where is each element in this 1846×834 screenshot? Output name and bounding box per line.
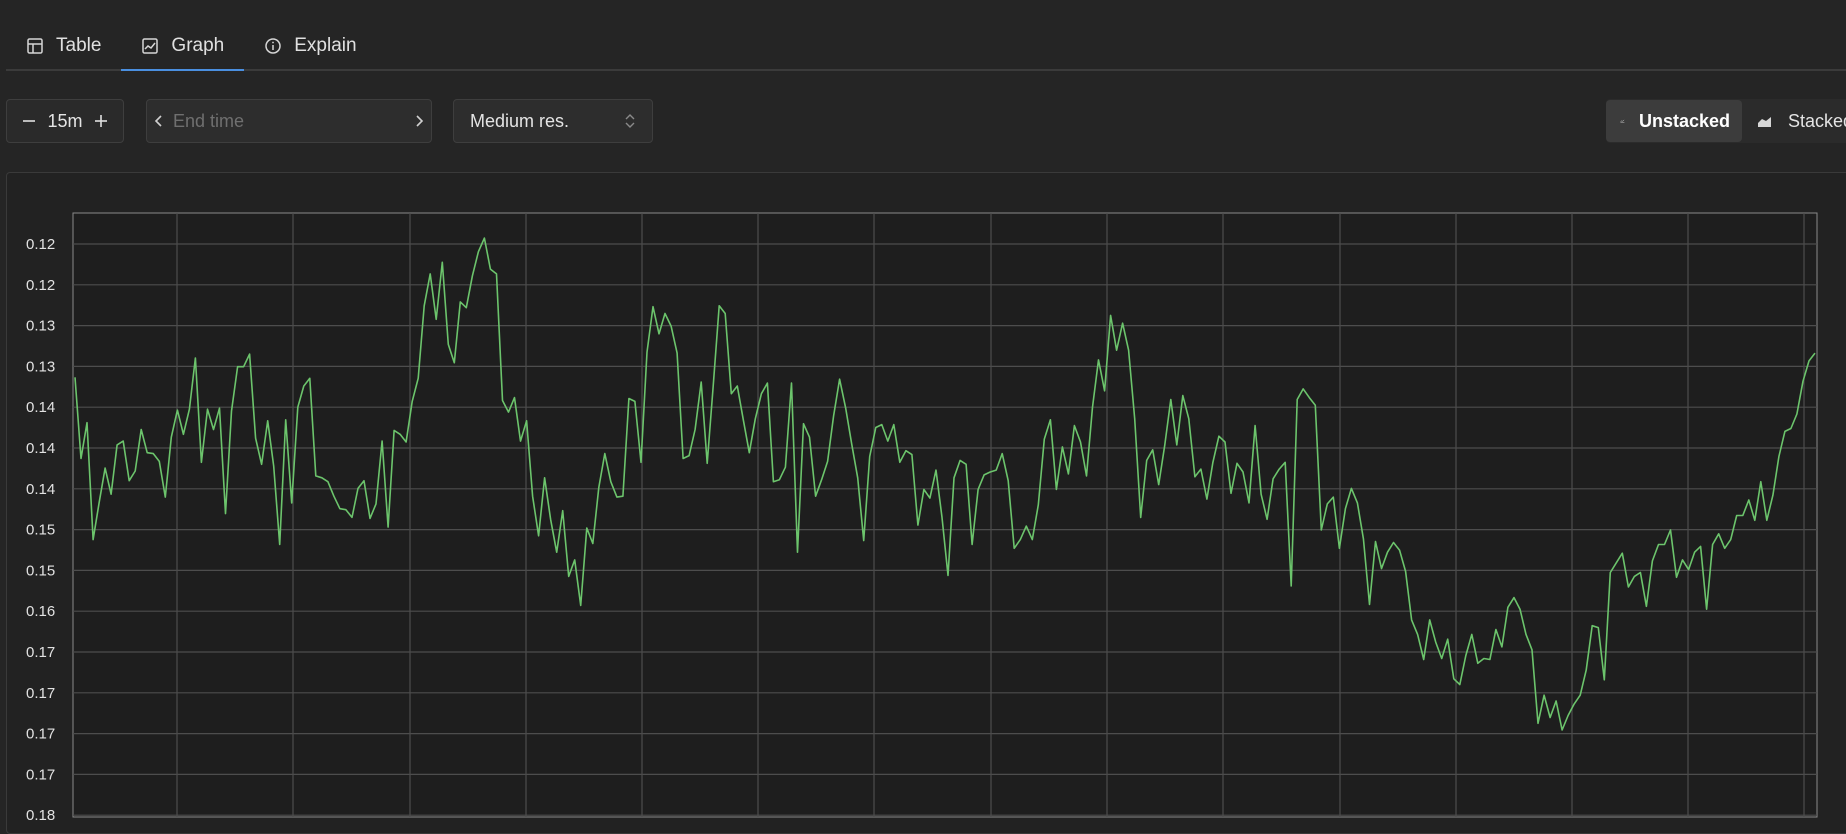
y-tick-label: 0.12 <box>26 236 55 253</box>
y-tick-label: 0.14 <box>26 440 55 457</box>
end-time-input[interactable] <box>171 110 407 132</box>
stacked-label: Stacked <box>1788 110 1846 131</box>
y-tick-label: 0.14 <box>26 481 55 498</box>
tab-explain-label: Explain <box>294 34 357 56</box>
range-increase-button[interactable] <box>91 111 111 131</box>
y-tick-label: 0.15 <box>26 522 55 539</box>
stacked-button[interactable]: Stacked <box>1742 100 1846 142</box>
graph-icon <box>142 37 159 54</box>
tab-graph[interactable]: Graph <box>121 22 245 71</box>
resolution-value: Medium res. <box>470 110 570 131</box>
tab-explain[interactable]: Explain <box>244 22 376 69</box>
y-tick-label: 0.17 <box>26 766 55 783</box>
y-tick-label: 0.13 <box>26 358 55 375</box>
plot-area <box>72 212 1818 818</box>
resolution-select[interactable]: Medium res. <box>453 99 653 143</box>
tab-bar: Table Graph Explain <box>6 22 1846 71</box>
y-tick-label: 0.17 <box>26 685 55 702</box>
y-tick-label: 0.16 <box>26 603 55 620</box>
y-tick-label: 0.18 <box>26 807 55 824</box>
range-value[interactable]: 15m <box>47 110 83 131</box>
end-time-prev-button[interactable] <box>147 99 171 143</box>
tab-table-label: Table <box>56 34 102 56</box>
unstacked-button[interactable]: Unstacked <box>1606 100 1742 142</box>
tab-graph-label: Graph <box>171 34 225 56</box>
area-chart-icon <box>1758 117 1771 127</box>
line-chart[interactable]: 0.12 0.12 0.13 0.13 0.14 0.14 0.14 0.15 0.15 0.16… <box>7 173 1846 833</box>
table-icon <box>27 37 43 54</box>
range-stepper: 15m <box>6 99 124 143</box>
end-time-next-button[interactable] <box>407 99 431 143</box>
info-icon <box>265 37 281 54</box>
minus-icon <box>23 120 35 122</box>
graph-panel: 0.12 0.12 0.13 0.13 0.14 0.14 0.14 0.15 0.15 0.16… <box>6 172 1846 834</box>
y-tick-label: 0.12 <box>26 277 55 294</box>
tab-table[interactable]: Table <box>6 22 121 69</box>
y-tick-label: 0.17 <box>26 726 55 743</box>
y-tick-label: 0.14 <box>26 399 55 416</box>
line-chart-icon <box>1620 119 1625 123</box>
range-decrease-button[interactable] <box>19 111 39 131</box>
chevron-left-icon <box>154 115 162 127</box>
select-arrows-icon <box>625 114 635 128</box>
series-line <box>74 237 1816 731</box>
chevron-right-icon <box>416 115 424 127</box>
y-tick-label: 0.15 <box>26 562 55 579</box>
end-time-picker <box>146 99 432 143</box>
graph-toolbar: 15m Medium res. Unstacked Stacked <box>0 99 1846 145</box>
y-tick-label: 0.13 <box>26 318 55 335</box>
unstacked-label: Unstacked <box>1638 110 1730 131</box>
plus-icon <box>94 115 107 127</box>
y-tick-label: 0.17 <box>26 644 55 661</box>
stack-mode-toggle: Unstacked Stacked <box>1606 99 1846 143</box>
